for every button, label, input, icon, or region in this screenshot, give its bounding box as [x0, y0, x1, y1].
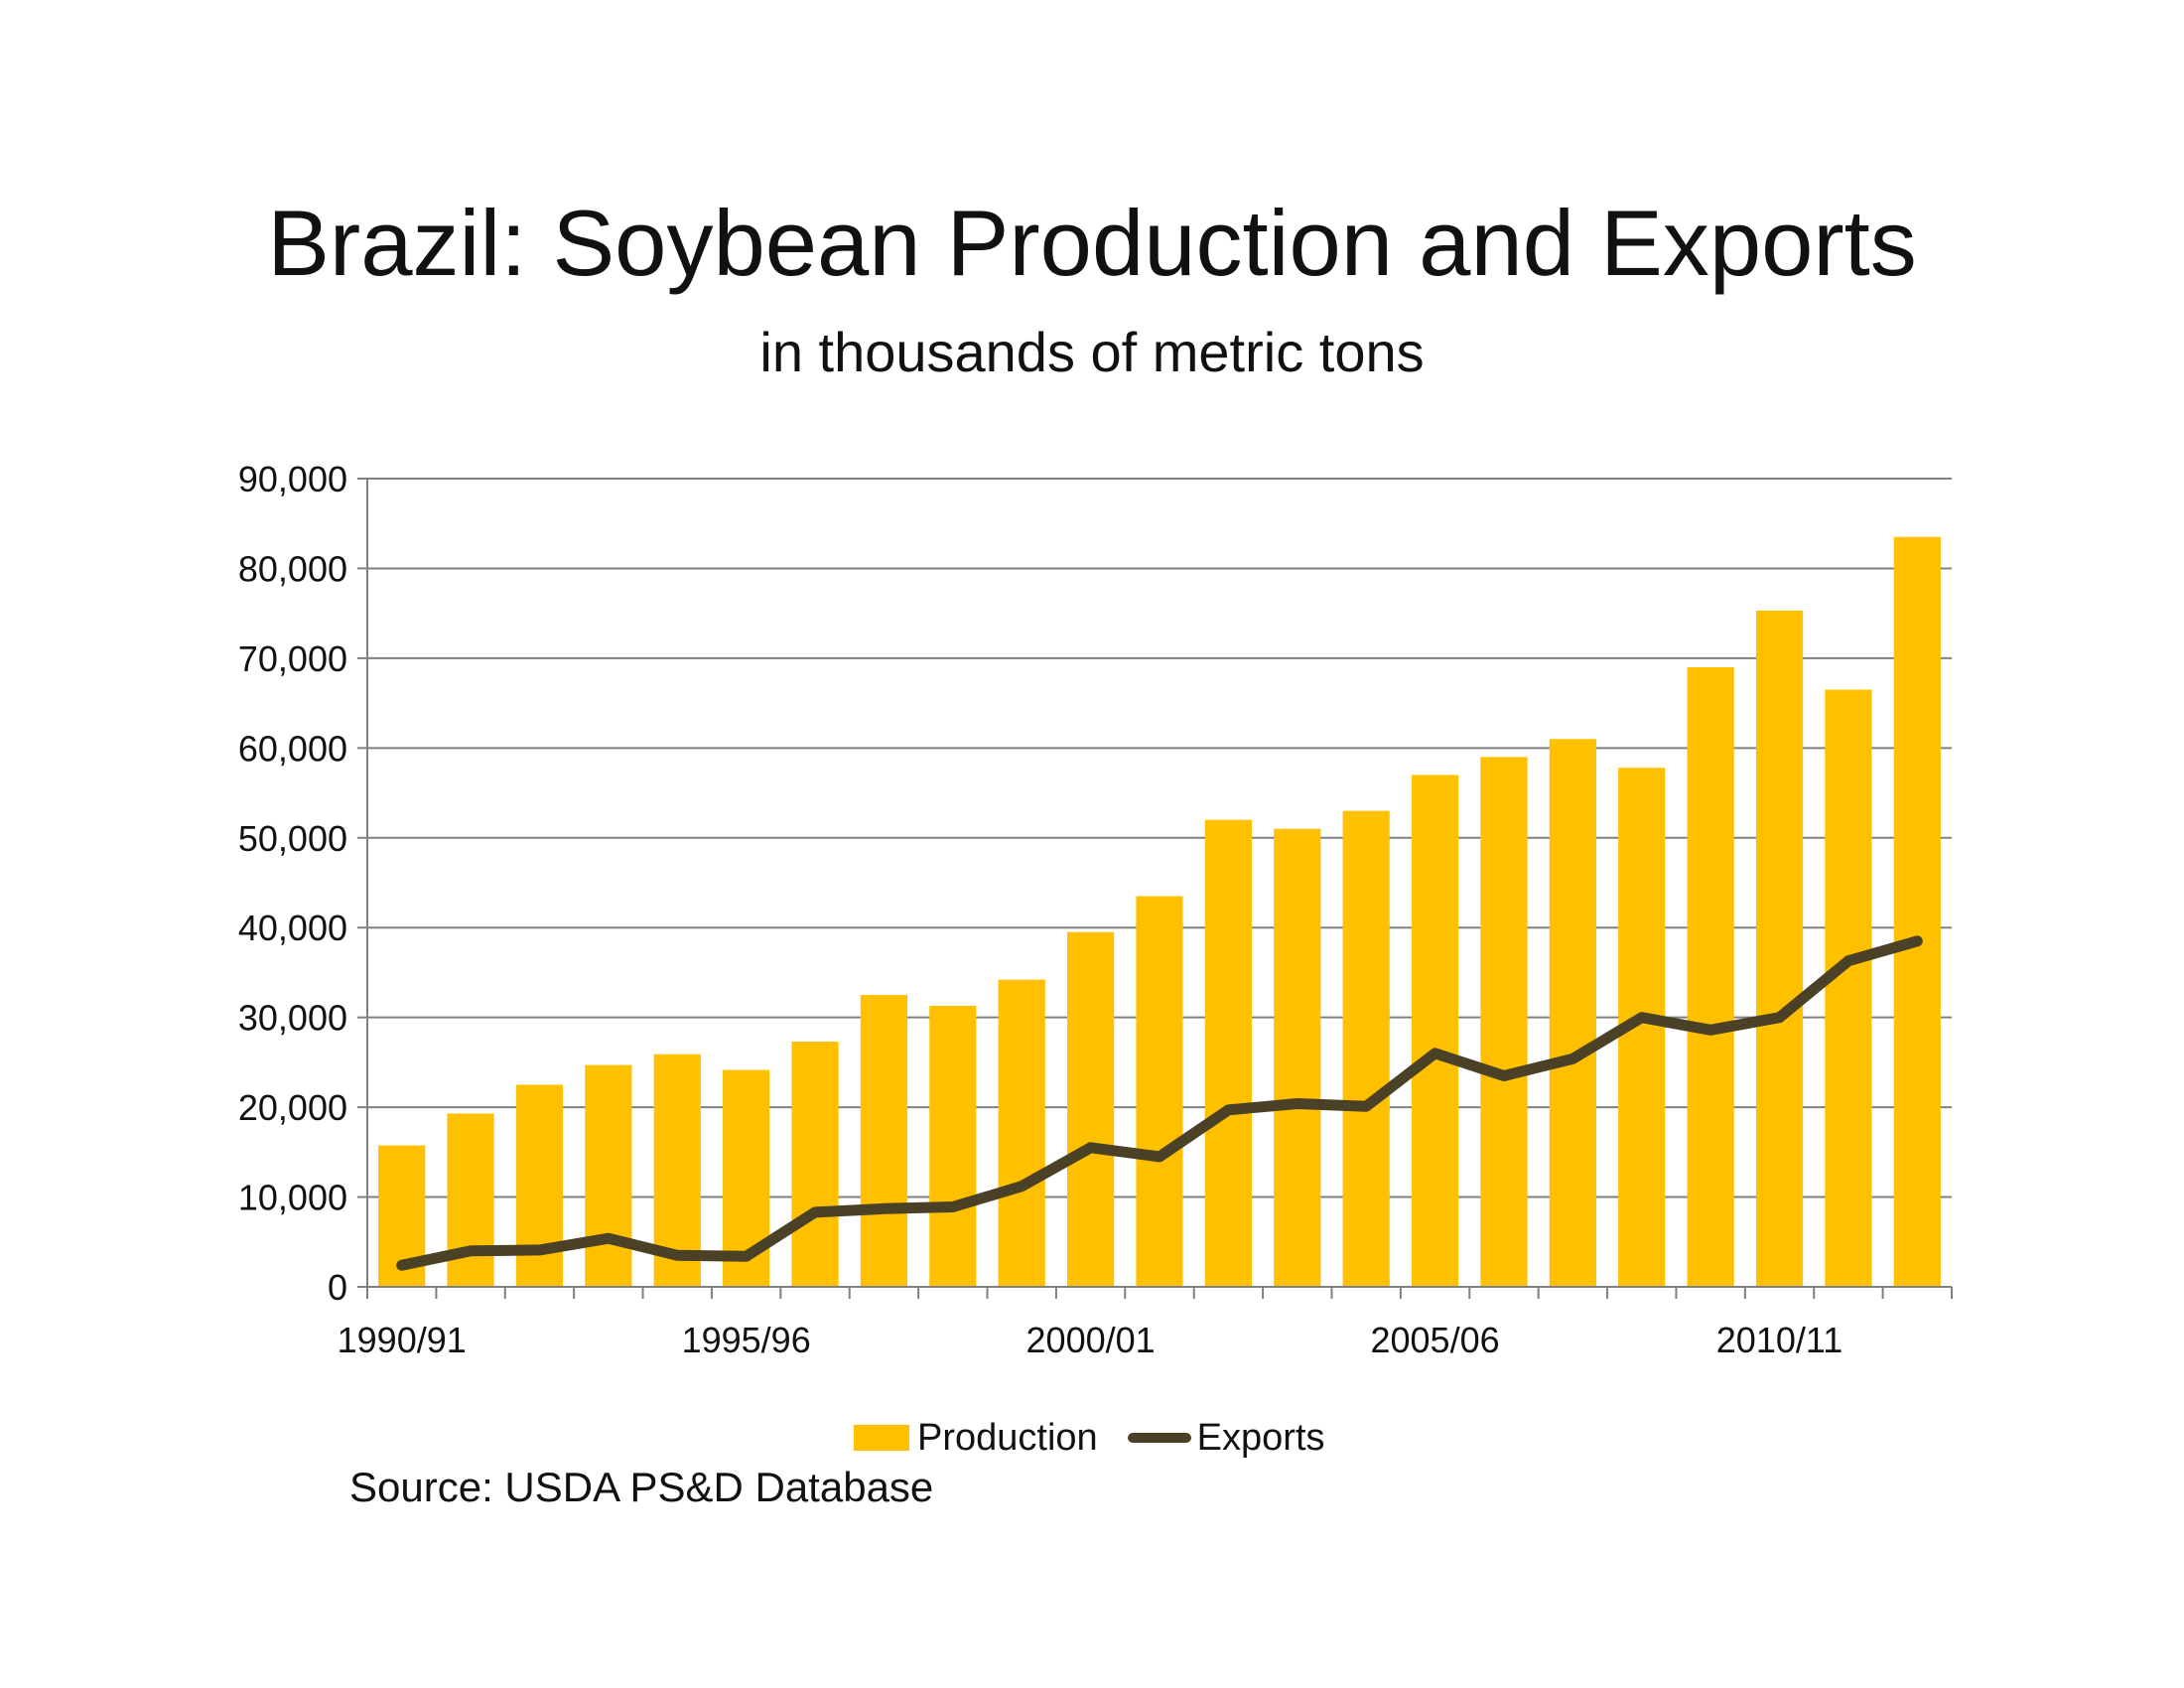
x-tick-label: 1995/96 [682, 1320, 811, 1360]
production-bar [1411, 774, 1459, 1287]
x-tick-label: 2000/01 [1026, 1320, 1156, 1360]
exports-point [1709, 1029, 1711, 1031]
y-tick-label: 50,000 [238, 818, 347, 859]
exports-point [1021, 1186, 1023, 1188]
exports-point [883, 1207, 885, 1209]
x-tick-label: 2005/06 [1370, 1320, 1499, 1360]
legend-label-exports: Exports [1196, 1416, 1325, 1459]
exports-point [1090, 1147, 1092, 1149]
production-bar [585, 1064, 632, 1287]
production-bar [515, 1084, 564, 1287]
production-bar [929, 1005, 977, 1287]
legend: Production Exports [854, 1408, 1355, 1468]
exports-swatch [1127, 1433, 1191, 1443]
x-tick-label: 1990/91 [338, 1320, 467, 1360]
exports-point [814, 1211, 816, 1213]
exports-point [470, 1250, 472, 1252]
exports-point [1503, 1074, 1505, 1076]
exports-point [676, 1254, 678, 1256]
y-tick-label: 30,000 [238, 998, 347, 1039]
exports-point [1434, 1053, 1436, 1055]
exports-point [1916, 940, 1918, 942]
y-tick-label: 80,000 [238, 548, 347, 589]
production-bar [1067, 931, 1115, 1287]
x-tick-label: 2010/11 [1716, 1320, 1843, 1360]
exports-line [396, 935, 1923, 1271]
y-tick-label: 70,000 [238, 638, 347, 679]
exports-point [1365, 1105, 1367, 1107]
exports-point [608, 1237, 610, 1239]
exports-point [1779, 1017, 1781, 1019]
chart-subtitle: in thousands of metric tons [759, 321, 1425, 383]
production-bar [1136, 896, 1183, 1287]
y-tick-label: 40,000 [238, 908, 347, 948]
exports-point [1571, 1057, 1573, 1059]
production-bar [447, 1113, 494, 1287]
production-bar [1480, 757, 1528, 1287]
axes [366, 479, 1953, 1299]
production-bar [1825, 689, 1872, 1287]
source-note: Source: USDA PS&D Database [349, 1464, 934, 1510]
y-tick-label: 0 [328, 1267, 347, 1308]
exports-point [1227, 1109, 1229, 1111]
production-swatch [854, 1425, 909, 1451]
chart-title: Brazil: Soybean Production and Exports [267, 191, 1917, 295]
exports-point [401, 1264, 403, 1266]
exports-point [1641, 1017, 1643, 1019]
legend-item-exports: Exports [1127, 1416, 1325, 1460]
production-bar [998, 979, 1045, 1287]
production-bar [1755, 610, 1804, 1287]
production-bar [791, 1042, 839, 1287]
production-bar [1274, 828, 1321, 1287]
production-bar [1687, 666, 1734, 1287]
exports-point [746, 1255, 748, 1257]
production-bars [378, 536, 1941, 1287]
y-tick-labels: 0 10,000 20,000 30,000 40,000 50,000 60,000 70,… [238, 459, 347, 1308]
y-tick-label: 10,000 [238, 1178, 347, 1218]
y-tick-label: 90,000 [238, 459, 347, 499]
y-tick-label: 20,000 [238, 1087, 347, 1128]
legend-label-production: Production [917, 1416, 1098, 1459]
production-bar [1342, 810, 1390, 1287]
exports-point [952, 1206, 954, 1208]
production-bar [1893, 536, 1941, 1287]
exports-point [1847, 960, 1849, 962]
legend-item-production: Production [854, 1417, 1098, 1460]
y-tick-label: 60,000 [238, 728, 347, 769]
production-bar [1204, 819, 1252, 1287]
production-bar [860, 995, 908, 1287]
exports-point [538, 1249, 540, 1251]
x-tick-labels: 1990/91 1995/96 2000/01 2005/06 2010/11 [338, 1320, 1843, 1360]
production-bar [1549, 739, 1596, 1287]
